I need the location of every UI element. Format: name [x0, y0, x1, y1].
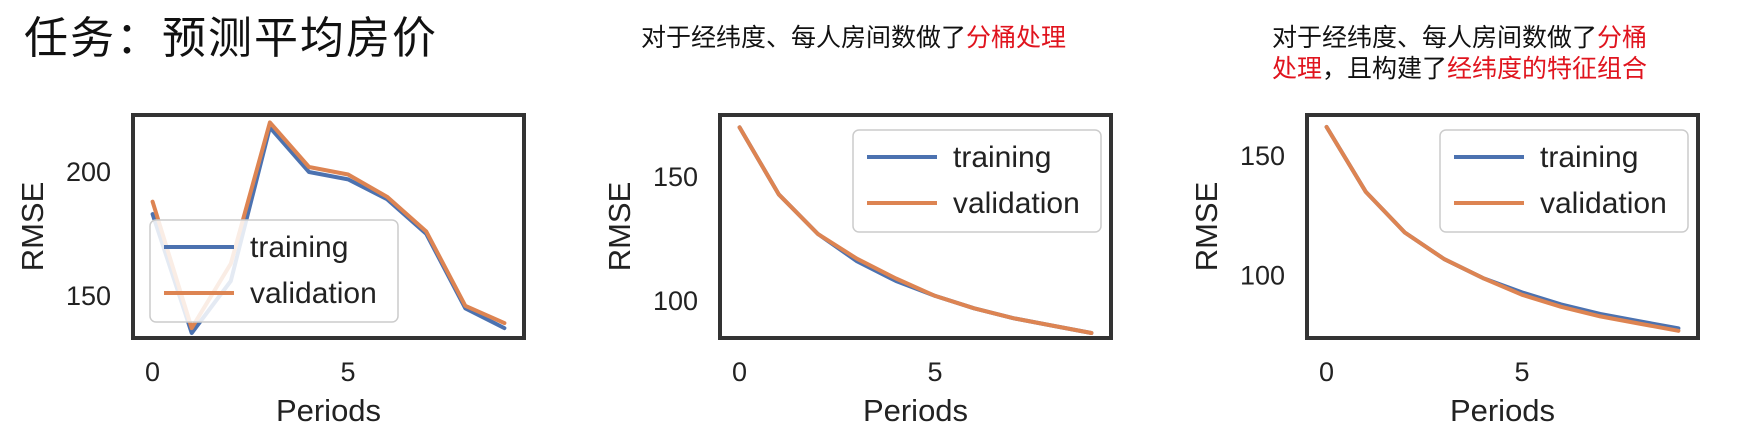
- annotation-text: 对于经纬度、每人房间数做了: [1272, 23, 1598, 52]
- annotation-line: 处理，且构建了经纬度的特征组合: [1272, 53, 1647, 84]
- validation-legend-label: validation: [250, 277, 377, 310]
- plot-frame: [131, 113, 526, 340]
- plot-frame: [1305, 113, 1700, 340]
- chart-2-annotation: 对于经纬度、每人房间数做了分桶处理: [641, 22, 1066, 53]
- training-legend-label: training: [250, 231, 348, 264]
- x-tick-label: 0: [145, 357, 160, 387]
- rmse-chart-2: 100 150 0 5 Periods RMSE training validation: [602, 113, 1113, 428]
- annotation-text: 对于经纬度、每人房间数做了: [641, 23, 967, 52]
- plot-frame: [718, 113, 1113, 340]
- rmse-chart-3: 100 150 0 5 Periods RMSE training validation: [1189, 113, 1700, 428]
- y-tick-label: 100: [653, 286, 698, 316]
- y-tick-label: 150: [1240, 141, 1285, 171]
- rmse-chart-1: 150 200 0 5 Periods RMSE training validation: [15, 113, 526, 428]
- x-tick-label: 5: [1515, 357, 1530, 387]
- legend: training validation: [852, 129, 1102, 233]
- y-axis-label: RMSE: [15, 182, 50, 272]
- x-tick-label: 5: [341, 357, 356, 387]
- validation-line: [1324, 125, 1681, 333]
- validation-line: [737, 125, 1094, 335]
- x-axis-label: Periods: [276, 393, 381, 428]
- training-legend-label: training: [1540, 141, 1638, 174]
- highlighted-text: 分桶: [1597, 23, 1648, 52]
- highlighted-text: 分桶处理: [966, 23, 1067, 52]
- y-axis-label: RMSE: [1189, 182, 1224, 272]
- x-tick-label: 5: [928, 357, 943, 387]
- annotation-text: ，且构建了: [1322, 54, 1448, 83]
- x-axis-label: Periods: [863, 393, 968, 428]
- y-tick-label: 150: [653, 162, 698, 192]
- y-tick-label: 100: [1240, 261, 1285, 291]
- legend: training validation: [149, 219, 399, 323]
- training-legend-label: training: [953, 141, 1051, 174]
- y-tick-label: 150: [66, 281, 111, 311]
- y-tick-label: 200: [66, 157, 111, 187]
- x-axis-label: Periods: [1450, 393, 1555, 428]
- x-tick-label: 0: [732, 357, 747, 387]
- page-title: 任务：预测平均房价: [24, 13, 438, 64]
- highlighted-text: 处理: [1272, 54, 1323, 83]
- x-tick-label: 0: [1319, 357, 1334, 387]
- chart-3-annotation: 对于经纬度、每人房间数做了分桶 处理，且构建了经纬度的特征组合: [1272, 22, 1647, 84]
- validation-legend-label: validation: [953, 187, 1080, 220]
- validation-legend-label: validation: [1540, 187, 1667, 220]
- annotation-line: 对于经纬度、每人房间数做了分桶: [1272, 22, 1647, 53]
- legend: training validation: [1439, 129, 1689, 233]
- highlighted-text: 经纬度的特征组合: [1447, 54, 1648, 83]
- y-axis-label: RMSE: [602, 182, 637, 272]
